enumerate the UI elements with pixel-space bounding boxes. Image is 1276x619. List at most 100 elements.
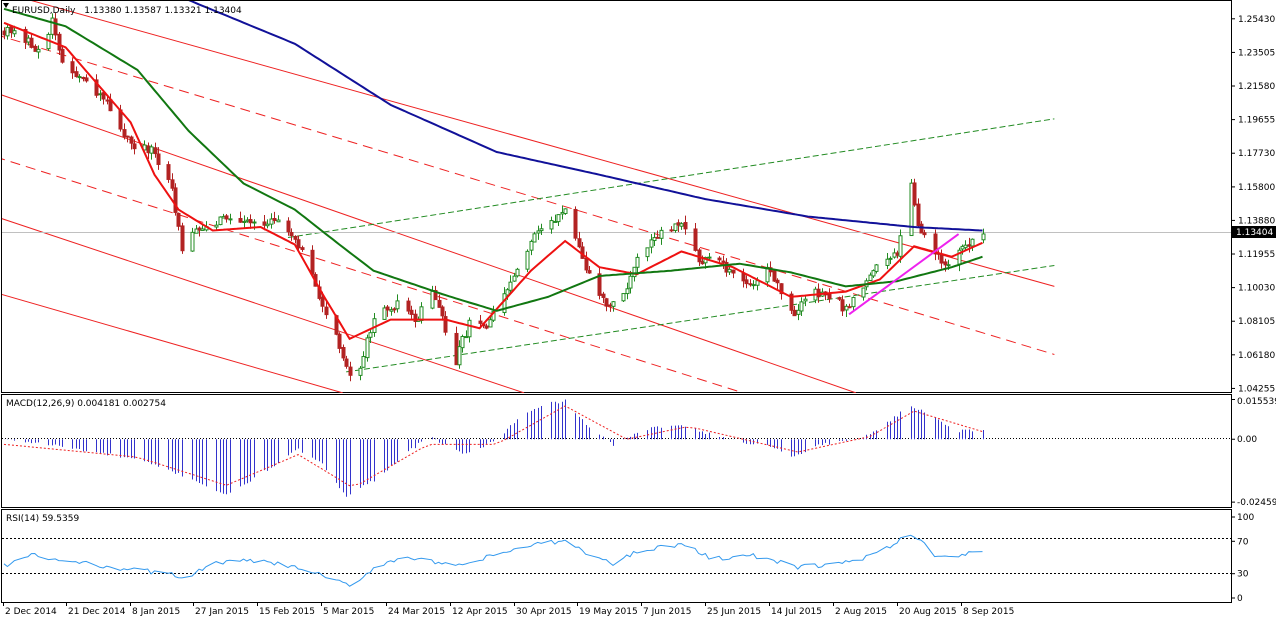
candle-body-163: [779, 283, 784, 295]
candle-body-85: [409, 309, 414, 315]
candle-body-58: [276, 219, 281, 223]
support-trendline: [848, 233, 960, 316]
candle-body-165: [792, 309, 797, 317]
candle-body-36: [173, 187, 178, 213]
candle-body-107: [512, 275, 517, 282]
candle-body-129: [621, 293, 626, 302]
candle-body-130: [625, 288, 630, 295]
candle-body-25: [122, 129, 127, 138]
candle-body-194: [933, 233, 938, 255]
candle-body-162: [775, 279, 780, 284]
candle-body-120: [577, 238, 582, 248]
candle-body-140: [673, 223, 678, 232]
main-pane-label: EURUSD,Daily 1.13380 1.13587 1.13321 1.1…: [12, 6, 242, 16]
macd-axis: 0.015539 0.00 -0.024594: [1231, 397, 1276, 508]
time-tick-label-1: 21 Dec 2014: [68, 607, 126, 617]
channel-lines: [2, 1, 1055, 393]
candle-body-137: [655, 236, 660, 239]
macd-pane-frame: [1, 394, 1232, 508]
candle-body-123: [587, 270, 592, 274]
candle-body-170: [816, 288, 821, 298]
candle-body-86: [413, 313, 418, 322]
time-tick-label-3: 27 Jan 2015: [195, 607, 249, 617]
main-pane-frame: [1, 0, 1232, 393]
candle-body-109: [525, 250, 530, 270]
candle-body-142: [679, 223, 684, 227]
candle-body-185: [888, 257, 893, 260]
candle-body-93: [443, 316, 448, 333]
time-tick-label-0: 2 Dec 2014: [5, 607, 57, 617]
moving-averages: [3, 1, 983, 341]
ma-slow-line: [188, 1, 983, 232]
time-tick-label-2: 8 Jan 2015: [132, 607, 180, 617]
indicator-triangle-icon: [3, 3, 9, 8]
candle-body-44: [214, 224, 219, 228]
candle-body-113: [539, 228, 544, 232]
channel-line-1: [31, 1, 1055, 287]
candle-body-116: [556, 214, 561, 223]
candle-body-8: [36, 48, 41, 53]
candle-body-153: [731, 269, 736, 274]
candle-body-4: [23, 28, 28, 43]
candle-body-173: [827, 293, 832, 300]
price-tick-label-6: 1.13880: [1238, 216, 1275, 226]
candle-body-114: [549, 220, 554, 230]
time-tick-label-12: 14 Jul 2015: [771, 607, 822, 617]
candle-body-75: [361, 356, 366, 368]
support-channel-line-2: [287, 118, 1055, 239]
candle-body-57: [272, 218, 277, 221]
symbol-label: EURUSD,Daily: [12, 6, 76, 16]
time-axis: 2 Dec 2014 21 Dec 2014 8 Jan 2015 27 Jan 20…: [3, 602, 1014, 617]
candle-body-76: [365, 337, 370, 359]
candle-body-31: [149, 146, 154, 154]
candle-body-32: [153, 147, 158, 155]
candle-body-84: [406, 300, 411, 312]
candle-body-164: [789, 293, 794, 311]
candle-body-71: [341, 346, 346, 359]
candle-body-68: [324, 306, 329, 316]
trendline-group: [848, 233, 960, 316]
candle-body-82: [392, 308, 397, 311]
candle-body-178: [851, 296, 856, 308]
support-channel-lines: [287, 118, 1055, 373]
candle-body-152: [727, 268, 732, 273]
candle-body-96: [460, 335, 465, 349]
candle-body-196: [939, 253, 944, 264]
candle-body-183: [874, 264, 879, 272]
candle-body-60: [289, 232, 294, 237]
candle-body-105: [505, 289, 510, 296]
price-tick-label-1: 1.23505: [1238, 48, 1275, 58]
candle-body-12: [57, 33, 62, 51]
candle-body-59: [286, 220, 291, 233]
rsi-label: RSI(14) 59.5359: [6, 514, 79, 524]
candle-body-108: [515, 268, 520, 277]
candle-body-188: [898, 235, 903, 257]
candle-body-18: [84, 77, 89, 82]
price-tick-label-3: 1.19655: [1238, 116, 1275, 126]
candle-body-13: [60, 48, 65, 63]
candle-body-34: [166, 164, 171, 180]
rsi-tick-label-0: 100: [1237, 513, 1254, 523]
candle-body-110: [529, 240, 534, 251]
time-tick-label-6: 24 Mar 2015: [388, 607, 445, 617]
channel-line-4: [2, 158, 744, 393]
candle-body-101: [484, 325, 489, 329]
candle-body-47: [224, 215, 229, 220]
candle-body-48: [228, 218, 233, 221]
candle-body-136: [652, 237, 657, 241]
candle-body-157: [751, 284, 756, 287]
candle-body-92: [440, 306, 445, 317]
candle-body-77: [368, 332, 373, 338]
time-tick-label-13: 2 Aug 2015: [835, 607, 887, 617]
candle-body-38: [180, 225, 185, 252]
candle-body-14: [70, 61, 75, 74]
rsi-tick-label-1: 70: [1237, 537, 1249, 547]
price-axis: 1.25430 1.23505 1.21580 1.19655 1.17730 1.158…: [1231, 15, 1275, 394]
candle-body-203: [970, 238, 975, 247]
candle-body-168: [803, 298, 808, 302]
rsi-pane-frame: [1, 509, 1232, 603]
candle-body-63: [300, 247, 305, 250]
candle-body-161: [772, 270, 777, 282]
ma-fast-line: [3, 21, 983, 341]
